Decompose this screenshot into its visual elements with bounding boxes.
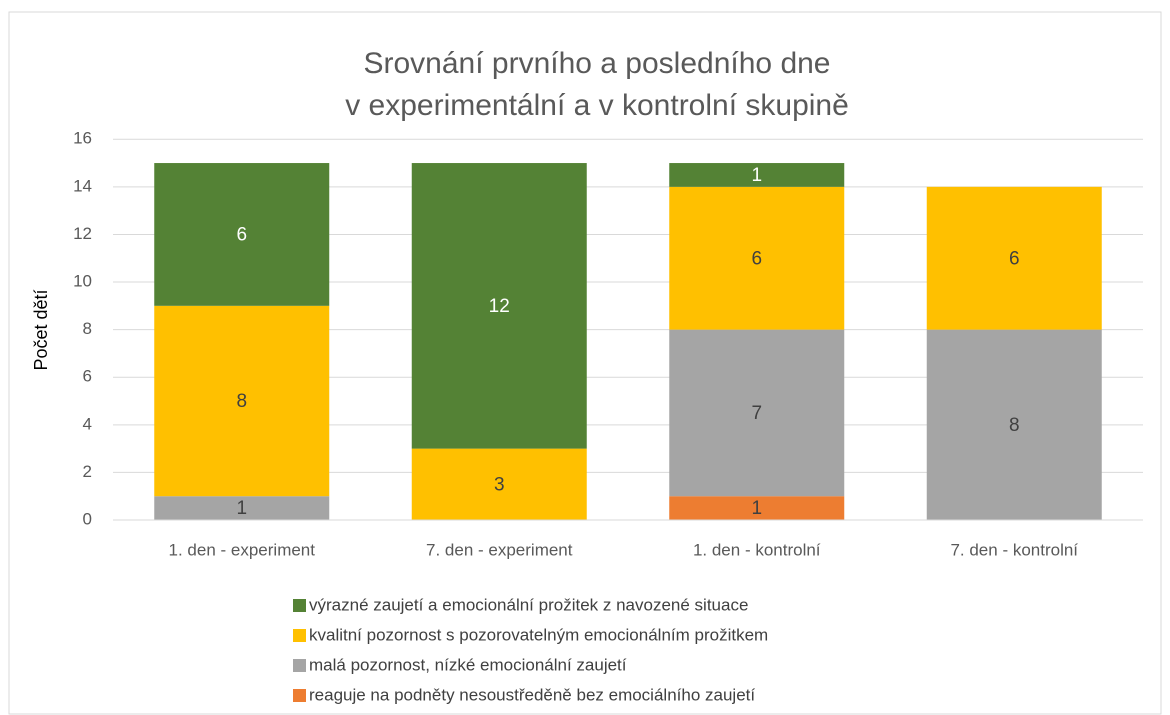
- data-label: 6: [236, 224, 247, 245]
- data-label: 8: [236, 391, 247, 412]
- data-label: 6: [751, 248, 762, 269]
- y-tick-label: 8: [83, 319, 92, 338]
- chart-title: Srovnání prvního a posledního dne: [363, 47, 830, 80]
- bar-segment: [669, 163, 845, 187]
- bar-segment: [669, 186, 845, 330]
- legend-swatch: [293, 599, 306, 612]
- data-label: 1: [236, 498, 247, 519]
- bar-segment: [154, 496, 330, 520]
- data-label: 8: [1009, 415, 1020, 436]
- bar-segment: [154, 163, 330, 306]
- y-axis-label: Počet dětí: [31, 289, 51, 370]
- legend-label: reaguje na podněty nesoustředěně bez emo…: [309, 685, 755, 704]
- legend-swatch: [293, 689, 306, 702]
- bar-segment: [411, 448, 587, 520]
- bar-segment: [926, 329, 1102, 520]
- y-tick-label: 14: [73, 176, 92, 195]
- bar-segment: [154, 305, 330, 497]
- x-tick-label: 1. den - kontrolní: [693, 540, 821, 559]
- data-label: 12: [489, 296, 510, 317]
- bar-segment: [926, 186, 1102, 330]
- data-label: 1: [751, 165, 762, 186]
- legend-swatch: [293, 629, 306, 642]
- chart-title: v experimentální a v kontrolní skupině: [345, 89, 849, 122]
- data-label: 1: [751, 498, 762, 519]
- bar-segment: [669, 496, 845, 520]
- legend-swatch: [293, 659, 306, 672]
- x-tick-label: 1. den - experiment: [169, 540, 316, 559]
- bar-segment: [411, 163, 587, 449]
- legend-label: malá pozornost, nízké emocionální zaujet…: [309, 655, 627, 674]
- data-label: 7: [751, 403, 762, 424]
- x-tick-label: 7. den - kontrolní: [950, 540, 1078, 559]
- data-label: 6: [1009, 248, 1020, 269]
- y-tick-label: 16: [73, 129, 92, 148]
- y-tick-label: 12: [73, 224, 92, 243]
- y-tick-label: 4: [83, 414, 92, 433]
- bar-segment: [669, 329, 845, 497]
- y-tick-label: 6: [83, 367, 92, 386]
- x-tick-label: 7. den - experiment: [426, 540, 573, 559]
- data-label: 3: [494, 474, 505, 495]
- legend-label: kvalitní pozornost s pozorovatelným emoc…: [309, 625, 768, 644]
- y-tick-label: 10: [73, 272, 92, 291]
- y-tick-label: 2: [83, 462, 92, 481]
- legend-label: výrazné zaujetí a emocionální prožitek z…: [309, 595, 748, 614]
- y-tick-label: 0: [83, 509, 92, 528]
